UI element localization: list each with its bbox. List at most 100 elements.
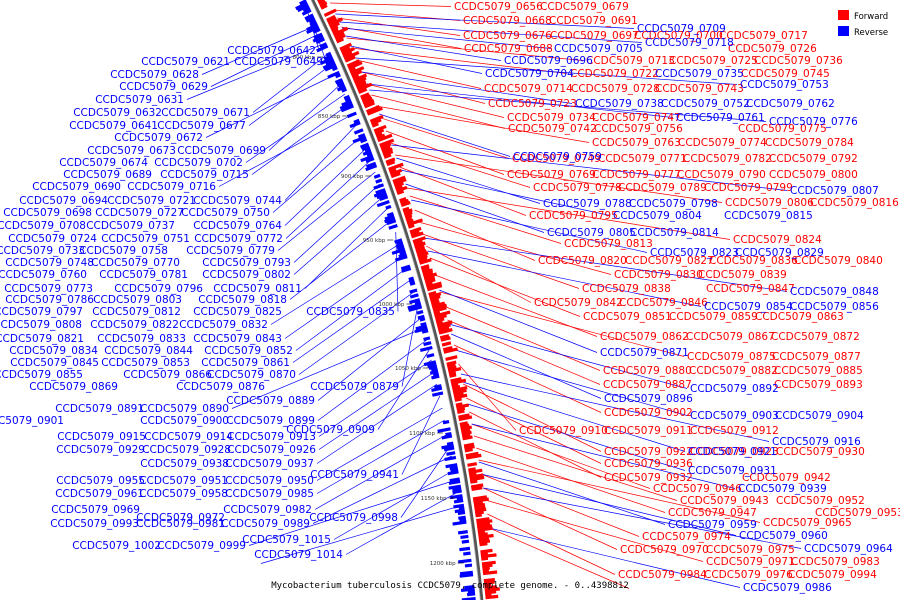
forward-gene (414, 244, 425, 251)
reverse-strand-features (295, 0, 476, 600)
reverse-gene (452, 489, 462, 494)
reverse-gene-label: CCDC5079_0702 (154, 157, 243, 169)
reverse-gene (385, 204, 392, 210)
forward-gene-label: CCDC5079_0745 (741, 68, 830, 80)
forward-gene-label: CCDC5079_0875 (687, 351, 776, 363)
forward-gene (365, 105, 381, 114)
forward-gene-leader-line (361, 71, 486, 104)
forward-gene-label: CCDC5079_0836 (709, 255, 798, 267)
forward-gene (379, 138, 395, 147)
reverse-gene-label: CCDC5079_0876 (176, 381, 265, 393)
reverse-gene (349, 121, 361, 129)
forward-gene (377, 133, 393, 143)
reverse-gene-label: CCDC5079_0929 (56, 444, 145, 456)
reverse-gene-label: CCDC5079_0704 (485, 68, 574, 80)
forward-gene (331, 28, 339, 34)
reverse-gene-label: CCDC5079_0829 (735, 247, 824, 259)
forward-gene (416, 249, 427, 256)
reverse-gene-label: CCDC5079_0814 (630, 227, 719, 239)
reverse-gene-label: CCDC5079_0804 (613, 210, 702, 222)
reverse-gene-label: CCDC5079_0989 (221, 518, 310, 530)
forward-gene-label: CCDC5079_0799 (704, 182, 793, 194)
reverse-gene-label: CCDC5079_0709 (637, 23, 726, 35)
reverse-gene-label: CCDC5079_0993 (50, 518, 139, 530)
forward-gene (475, 510, 484, 516)
reverse-gene (301, 8, 312, 16)
reverse-gene-leader-line (339, 21, 643, 43)
tick-label: 850 kbp (318, 114, 341, 120)
forward-gene (407, 218, 423, 227)
forward-gene (471, 486, 483, 491)
forward-gene (394, 184, 403, 191)
reverse-gene-label: CCDC5079_0672 (114, 132, 203, 144)
forward-gene (442, 346, 453, 352)
reverse-gene (343, 94, 351, 100)
forward-gene (421, 266, 430, 273)
tick-label: 1050 kbp (395, 366, 421, 372)
reverse-gene (323, 54, 333, 61)
reverse-gene-leader-line (471, 423, 736, 489)
reverse-gene (375, 178, 383, 184)
forward-gene (450, 377, 462, 383)
forward-gene-label: CCDC5079_0756 (594, 123, 683, 135)
reverse-gene-leader-line (317, 317, 422, 401)
forward-gene (399, 198, 409, 205)
reverse-gene-label: CCDC5079_0959 (668, 519, 757, 531)
forward-gene-label: CCDC5079_0971 (706, 556, 795, 568)
reverse-gene-label: CCDC5079_0928 (142, 444, 231, 456)
forward-gene (340, 46, 351, 54)
forward-gene (386, 160, 396, 167)
forward-gene-leader-line (385, 130, 505, 175)
forward-gene (470, 483, 484, 489)
reverse-gene-leader-line (205, 73, 337, 138)
reverse-gene-label: CCDC5079_0751 (101, 233, 190, 245)
forward-gene (366, 106, 383, 116)
forward-gene-label: CCDC5079_0827 (625, 255, 714, 267)
reverse-gene-label: CCDC5079_0673 (87, 145, 176, 157)
reverse-gene-leader-line (248, 63, 333, 126)
reverse-gene (336, 85, 347, 92)
reverse-gene (415, 324, 428, 331)
forward-gene (477, 526, 493, 532)
reverse-gene (322, 61, 336, 70)
forward-gene-label: CCDC5079_0976 (704, 569, 793, 581)
forward-gene (453, 393, 468, 400)
forward-gene-label: CCDC5079_0942 (742, 472, 831, 484)
forward-gene-label: CCDC5079_0872 (771, 331, 860, 343)
forward-gene-leader-line (375, 105, 590, 143)
reverse-gene-label: CCDC5079_0823 (650, 247, 739, 259)
forward-gene (448, 367, 462, 374)
reverse-gene-label: CCDC5079_0896 (604, 393, 693, 405)
forward-gene (394, 181, 404, 188)
reverse-gene-label: CCDC5079_0981 (136, 518, 225, 530)
forward-gene (432, 303, 448, 311)
reverse-gene (364, 147, 371, 153)
forward-gene (456, 403, 470, 410)
forward-gene-label: CCDC5079_0923 (690, 446, 779, 458)
forward-gene-label: CCDC5079_0717 (719, 30, 808, 42)
tick-label: 1100 kbp (409, 431, 435, 437)
forward-gene-leader-line (337, 17, 461, 36)
forward-gene (362, 96, 373, 104)
reverse-gene (445, 463, 458, 469)
reverse-gene (398, 252, 407, 259)
forward-gene (351, 73, 360, 80)
forward-gene (370, 118, 382, 126)
reverse-gene (449, 477, 460, 483)
forward-gene (469, 473, 484, 479)
forward-gene-label: CCDC5079_0910 (519, 425, 608, 437)
reverse-gene-leader-line (210, 33, 319, 87)
forward-gene (410, 231, 424, 239)
reverse-gene (365, 161, 377, 169)
reverse-gene-label: CCDC5079_0825 (193, 306, 282, 318)
reverse-gene-label: CCDC5079_0677 (157, 120, 246, 132)
forward-gene (376, 133, 386, 140)
reverse-gene (334, 73, 341, 79)
reverse-gene-label: CCDC5079_0926 (227, 444, 316, 456)
forward-gene (330, 25, 339, 32)
reverse-gene (463, 551, 471, 556)
reverse-gene-leader-line (455, 349, 688, 416)
reverse-gene-label: CCDC5079_0698 (3, 207, 92, 219)
